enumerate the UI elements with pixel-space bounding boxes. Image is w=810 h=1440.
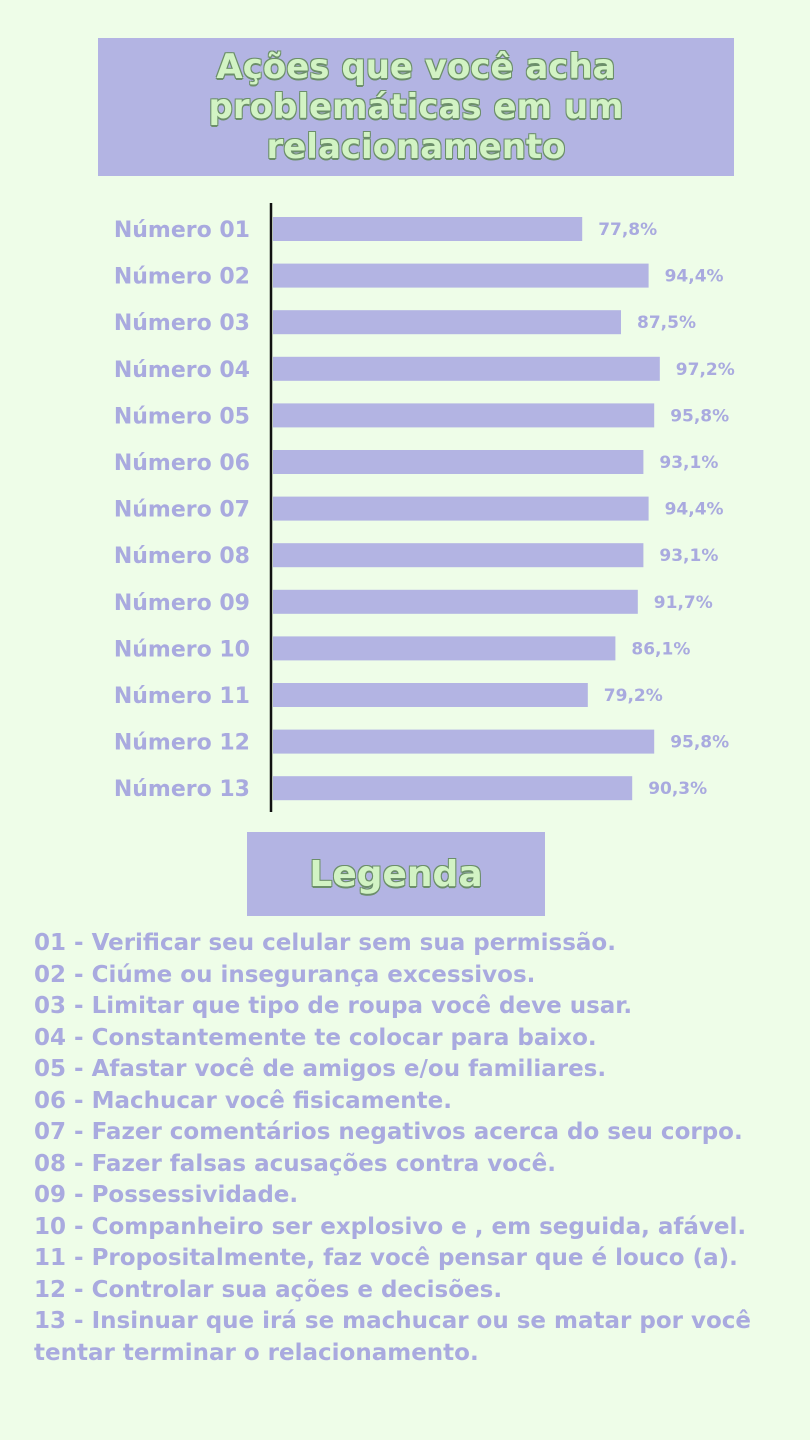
bar [273, 683, 588, 707]
legend-title-banner: Legenda [247, 832, 545, 916]
value-label: 93,1% [659, 453, 718, 473]
bar [273, 776, 633, 801]
legend-item: 04 - Constantemente te colocar para baix… [34, 1024, 597, 1051]
value-label: 77,8% [598, 220, 657, 240]
category-label: Número 08 [114, 544, 250, 569]
category-label: Número 03 [114, 311, 250, 336]
bar [273, 403, 655, 428]
chart-title: Ações que você acha problemáticas em um … [208, 47, 624, 167]
bar [273, 543, 644, 568]
bar [273, 263, 649, 288]
legend-item: 12 - Controlar sua ações e decisões. [34, 1276, 503, 1303]
value-label: 86,1% [631, 639, 690, 659]
value-label: 87,5% [637, 313, 696, 333]
bar [273, 356, 660, 381]
bar [273, 310, 621, 335]
value-label: 97,2% [676, 360, 735, 380]
legend-item: 06 - Machucar você fisicamente. [34, 1087, 452, 1114]
category-label: Número 07 [114, 498, 250, 523]
value-label: 94,4% [665, 500, 724, 520]
legend-item: 10 - Companheiro ser explosivo e , em se… [34, 1213, 747, 1240]
bar-chart: Número 01 77,8% Número 02 94,4% Número 03 87,… [114, 203, 735, 812]
legend-item: 01 - Verificar seu celular sem sua permi… [34, 930, 616, 956]
bar [273, 217, 583, 241]
bar [273, 636, 616, 661]
legend-title: Legenda [309, 853, 483, 895]
category-label: Número 09 [114, 591, 250, 616]
category-label: Número 06 [114, 451, 250, 476]
category-label: Número 05 [114, 404, 250, 429]
category-label: Número 10 [114, 637, 250, 662]
legend-item: 09 - Possessividade. [34, 1182, 299, 1208]
category-label: Número 12 [114, 731, 250, 756]
category-label: Número 11 [114, 684, 250, 709]
value-label: 91,7% [654, 593, 713, 613]
bar [273, 496, 649, 521]
category-label: Número 13 [114, 777, 250, 802]
value-label: 95,8% [670, 733, 729, 753]
bar [273, 729, 655, 754]
category-label: Número 02 [114, 265, 250, 290]
bar [273, 450, 644, 474]
value-label: 90,3% [648, 779, 707, 799]
bar [273, 589, 638, 614]
category-label: Número 01 [114, 218, 250, 243]
legend-item: 02 - Ciúme ou insegurança excessivos. [34, 961, 536, 988]
legend-item: 05 - Afastar você de amigos e/ou familia… [34, 1056, 607, 1082]
legend-item: 11 - Propositalmente, faz você pensar qu… [34, 1245, 738, 1271]
value-label: 94,4% [665, 267, 724, 287]
chart-title-banner: Ações que você acha problemáticas em um … [98, 38, 734, 176]
value-label: 93,1% [659, 546, 718, 566]
legend-item: 13 - Insinuar que irá se machucar ou se … [34, 1308, 752, 1366]
value-label: 95,8% [670, 406, 729, 426]
legend-item: 07 - Fazer comentários negativos acerca … [34, 1119, 743, 1145]
legend-list: 01 - Verificar seu celular sem sua permi… [34, 928, 786, 1369]
category-label: Número 04 [114, 358, 250, 383]
legend-item: 08 - Fazer falsas acusações contra você. [34, 1150, 557, 1177]
legend-item: 03 - Limitar que tipo de roupa você deve… [34, 993, 633, 1019]
value-label: 79,2% [604, 686, 663, 706]
